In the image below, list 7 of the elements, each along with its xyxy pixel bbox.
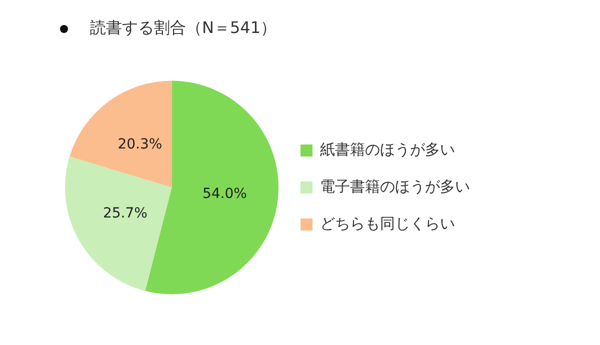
chart-title: 読書する割合（N＝541） [90, 18, 277, 39]
data-label: 25.7% [102, 205, 148, 222]
data-label: 20.3% [118, 136, 162, 152]
legend-label: 電子書籍のほうが多い [320, 177, 470, 196]
data-label: 54.0% [202, 186, 247, 202]
legend-label: 紙書籍のほうが多い [320, 140, 455, 158]
legend-label: どちらも同じくらい [320, 214, 455, 232]
